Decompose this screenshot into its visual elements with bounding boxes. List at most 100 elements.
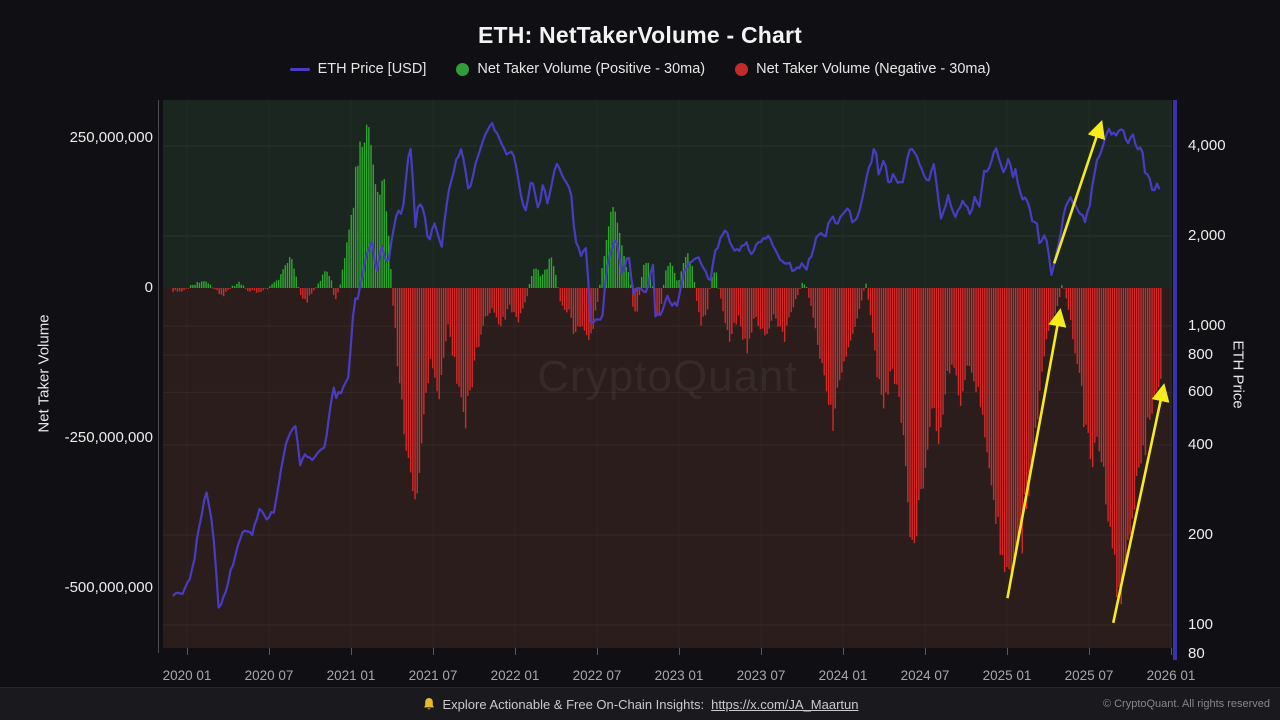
volume-bar-negative xyxy=(513,288,515,313)
chart-canvas[interactable] xyxy=(163,100,1172,648)
volume-bar-negative xyxy=(405,288,407,451)
volume-bar-positive xyxy=(544,269,546,288)
volume-bar-positive xyxy=(649,274,652,288)
volume-bar-negative xyxy=(660,288,663,304)
dot-swatch-icon xyxy=(456,62,470,76)
volume-bar-positive xyxy=(684,256,687,288)
volume-bar-positive xyxy=(293,268,295,288)
volume-bar-positive xyxy=(315,287,317,289)
volume-bar-negative xyxy=(933,288,935,409)
volume-bar-negative xyxy=(918,288,920,501)
volume-bar-negative xyxy=(880,288,883,395)
plot-area[interactable] xyxy=(163,100,1172,648)
volume-bar-positive xyxy=(865,283,867,288)
volume-bar-negative xyxy=(988,288,990,469)
volume-bar-negative xyxy=(1116,288,1118,598)
volume-bar-positive xyxy=(321,274,324,288)
volume-bar-negative xyxy=(299,288,302,296)
volume-bar-positive xyxy=(291,259,293,288)
volume-bar-negative xyxy=(775,288,777,319)
volume-bar-negative xyxy=(229,288,231,289)
volume-bar-positive xyxy=(1061,285,1063,288)
volume-bar-negative xyxy=(779,288,781,327)
volume-bar-negative xyxy=(497,288,500,325)
volume-bar-negative xyxy=(854,288,856,327)
volume-bar-negative xyxy=(306,288,308,303)
right-axis-tick: 400 xyxy=(1188,436,1214,453)
volume-bar-positive xyxy=(368,127,370,289)
volume-bar-positive xyxy=(370,144,372,288)
volume-bar-negative xyxy=(475,288,478,348)
volume-bar-positive xyxy=(541,274,544,288)
volume-bar-negative xyxy=(247,288,249,292)
volume-bar-positive xyxy=(324,271,326,288)
volume-bar-negative xyxy=(810,288,812,306)
volume-bar-negative xyxy=(1067,288,1070,310)
legend-item-0[interactable]: ETH Price [USD] xyxy=(289,61,426,77)
volume-bar-negative xyxy=(394,288,396,329)
volume-bar-negative xyxy=(768,288,770,329)
volume-bar-negative xyxy=(577,288,579,327)
volume-bar-negative xyxy=(951,288,953,365)
volume-bar-negative xyxy=(456,288,458,384)
volume-bar-negative xyxy=(1047,288,1050,331)
volume-bar-positive xyxy=(203,281,205,288)
volume-bar-negative xyxy=(1017,288,1019,547)
volume-bar-negative xyxy=(885,288,887,393)
x-axis-tick: 2025 07 xyxy=(1064,668,1114,683)
volume-bar-negative xyxy=(249,288,251,292)
volume-bar-negative xyxy=(574,288,577,333)
volume-bar-negative xyxy=(891,288,894,369)
legend-item-2[interactable]: Net Taker Volume (Negative - 30ma) xyxy=(735,61,990,77)
volume-bar-negative xyxy=(746,288,748,354)
volume-bar-positive xyxy=(557,287,559,289)
volume-bar-negative xyxy=(445,288,447,342)
volume-bar-negative xyxy=(425,288,427,393)
volume-bar-negative xyxy=(583,288,586,331)
volume-bar-positive xyxy=(535,268,537,288)
x-axis-tick: 2022 01 xyxy=(490,668,540,683)
volume-bar-negative xyxy=(1160,288,1162,379)
volume-bar-positive xyxy=(537,269,539,288)
x-axis-tick: 2024 01 xyxy=(818,668,868,683)
volume-bar-negative xyxy=(511,288,513,313)
x-axis-tick: 2023 07 xyxy=(736,668,786,683)
volume-bar-negative xyxy=(863,288,865,291)
volume-bar-negative xyxy=(953,288,955,368)
volume-bar-negative xyxy=(174,288,176,291)
volume-bar-negative xyxy=(1140,288,1142,464)
footer-bar: Explore Actionable & Free On-Chain Insig… xyxy=(0,687,1280,720)
volume-bar-positive xyxy=(348,229,350,288)
volume-bar-positive xyxy=(295,276,297,288)
footer-link[interactable]: https://x.com/JA_Maartun xyxy=(711,697,859,712)
volume-bar-positive xyxy=(805,286,808,288)
x-axis-tick-mark xyxy=(269,648,270,655)
volume-bar-negative xyxy=(739,288,742,327)
volume-bar-negative xyxy=(1157,288,1160,388)
volume-bar-negative xyxy=(698,288,700,313)
volume-bar-negative xyxy=(790,288,792,313)
volume-bar-negative xyxy=(1023,288,1026,495)
legend-item-1[interactable]: Net Taker Volume (Positive - 30ma) xyxy=(456,61,705,77)
volume-bar-negative xyxy=(416,288,418,494)
volume-bar-negative xyxy=(1124,288,1127,567)
volume-bar-negative xyxy=(585,288,588,335)
volume-bar-negative xyxy=(909,288,911,538)
volume-bar-negative xyxy=(563,288,566,310)
volume-bar-negative xyxy=(832,288,834,431)
volume-bar-positive xyxy=(530,276,533,288)
volume-bar-negative xyxy=(526,288,528,297)
volume-bar-positive xyxy=(528,284,531,288)
volume-bar-negative xyxy=(178,288,181,292)
volume-bar-positive xyxy=(236,283,238,288)
page-title: ETH: NetTakerVolume - Chart xyxy=(477,22,803,48)
volume-bar-negative xyxy=(469,288,471,391)
volume-bar-positive xyxy=(198,282,201,288)
volume-bar-negative xyxy=(396,288,399,367)
legend-label: Net Taker Volume (Negative - 30ma) xyxy=(756,61,991,77)
volume-bar-negative xyxy=(1050,288,1052,324)
right-axis-tick: 80 xyxy=(1188,644,1205,662)
volume-bar-positive xyxy=(665,270,667,288)
volume-bar-negative xyxy=(720,288,722,299)
volume-bar-negative xyxy=(944,288,946,395)
